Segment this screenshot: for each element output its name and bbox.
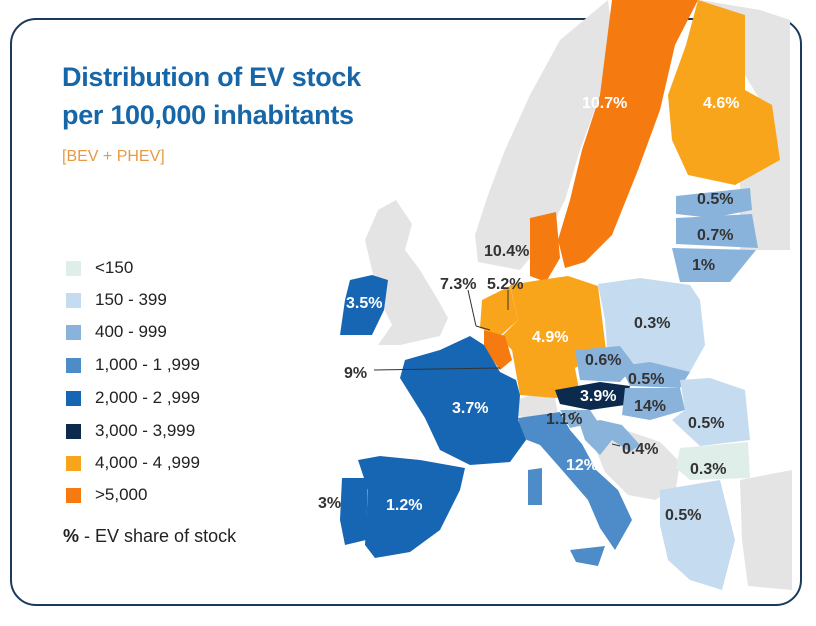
leader-line-belgium xyxy=(373,367,501,371)
label-spain: 1.2% xyxy=(386,497,422,514)
lithuania xyxy=(672,248,756,282)
legend-label: >5,000 xyxy=(95,485,148,504)
belgium-luxembourg xyxy=(484,330,512,370)
slovakia xyxy=(620,362,690,388)
sardinia xyxy=(528,468,542,505)
great-britain xyxy=(365,200,448,345)
bulgaria xyxy=(676,442,750,480)
czechia xyxy=(575,346,635,382)
greece xyxy=(660,480,735,590)
label-bulgaria: 0.3% xyxy=(690,461,726,478)
legend-label: 3,000 - 3,999 xyxy=(95,421,196,440)
balkans xyxy=(590,430,680,500)
estonia xyxy=(676,188,752,218)
legend-item-2: 150 - 399 xyxy=(66,290,167,309)
spain xyxy=(358,456,465,558)
label-hungary: 14% xyxy=(634,398,666,415)
legend-item-1: <150 xyxy=(66,258,134,277)
leader-line-croatia xyxy=(611,443,621,447)
legend-swatch xyxy=(66,390,81,406)
label-croatia: 0.4% xyxy=(622,441,658,458)
turkey xyxy=(740,470,792,590)
page-title-line-1: Distribution of EV stock xyxy=(62,62,361,92)
legend-swatch xyxy=(66,260,81,276)
label-denmark: 10.4% xyxy=(484,243,529,260)
legend-note: % - EV share of stock xyxy=(63,526,236,547)
label-czechia: 0.6% xyxy=(585,352,621,369)
label-poland: 0.3% xyxy=(634,315,670,332)
subtitle: [BEV + PHEV] xyxy=(62,148,165,165)
legend-swatch xyxy=(66,324,81,340)
norway xyxy=(475,0,612,270)
label-netherlands: 7.3% xyxy=(440,276,476,293)
label-austria: 3.9% xyxy=(580,388,616,405)
label-romania: 0.5% xyxy=(688,415,724,432)
latvia xyxy=(676,214,758,248)
label-slovenia: 1.1% xyxy=(546,411,582,428)
legend-swatch xyxy=(66,357,81,373)
legend-label: 2,000 - 2 ,999 xyxy=(95,388,200,407)
note-symbol: % xyxy=(63,526,80,546)
sicily xyxy=(570,546,605,566)
legend-item-3: 400 - 999 xyxy=(66,322,167,341)
russia-north xyxy=(700,0,790,250)
hungary xyxy=(622,388,685,420)
legend-item-5: 2,000 - 2 ,999 xyxy=(66,388,200,407)
label-portugal: 3% xyxy=(318,495,341,512)
leader-line-netherlands-h xyxy=(475,325,491,331)
label-sweden: 10.7% xyxy=(582,95,627,112)
legend-swatch xyxy=(66,423,81,439)
legend-swatch xyxy=(66,455,81,471)
label-finland: 4.6% xyxy=(703,95,739,112)
legend-label: 400 - 999 xyxy=(95,322,167,341)
croatia xyxy=(580,420,640,455)
legend-label: <150 xyxy=(95,258,134,277)
switzerland xyxy=(516,394,558,420)
note-text: - EV share of stock xyxy=(79,526,237,546)
legend-swatch xyxy=(66,487,81,503)
legend-item-7: 4,000 - 4 ,999 xyxy=(66,453,200,472)
ireland xyxy=(340,275,388,335)
romania xyxy=(672,378,750,446)
legend-label: 4,000 - 4 ,999 xyxy=(95,453,200,472)
label-germany: 4.9% xyxy=(532,329,568,346)
label-lithuania: 1% xyxy=(692,257,715,274)
label-slovakia: 0.5% xyxy=(628,371,664,388)
finland xyxy=(668,0,780,185)
label-estonia: 0.5% xyxy=(697,191,733,208)
legend-swatch xyxy=(66,292,81,308)
page-title-line-2: per 100,000 inhabitants xyxy=(62,100,354,130)
label-belgium: 9% xyxy=(344,365,367,382)
legend-label: 1,000 - 1 ,999 xyxy=(95,355,200,374)
leader-line-slovenia xyxy=(567,411,577,417)
sweden xyxy=(558,0,698,268)
legend-label: 150 - 399 xyxy=(95,290,167,309)
austria xyxy=(555,382,630,410)
italy xyxy=(518,412,632,550)
label-ireland: 3.5% xyxy=(346,295,382,312)
frame-border xyxy=(10,18,802,606)
germany xyxy=(500,276,606,398)
label-france: 3.7% xyxy=(452,400,488,417)
portugal xyxy=(340,478,368,545)
poland xyxy=(598,278,705,372)
label-greece: 0.5% xyxy=(665,507,701,524)
label-italy: 12% xyxy=(566,457,598,474)
legend-item-6: 3,000 - 3,999 xyxy=(66,421,196,440)
label-latvia: 0.7% xyxy=(697,227,733,244)
denmark xyxy=(530,212,560,282)
legend-item-4: 1,000 - 1 ,999 xyxy=(66,355,200,374)
label-germany-north: 5.2% xyxy=(487,276,523,293)
leader-line-netherlands xyxy=(467,289,477,327)
legend-item-8: >5,000 xyxy=(66,485,148,504)
